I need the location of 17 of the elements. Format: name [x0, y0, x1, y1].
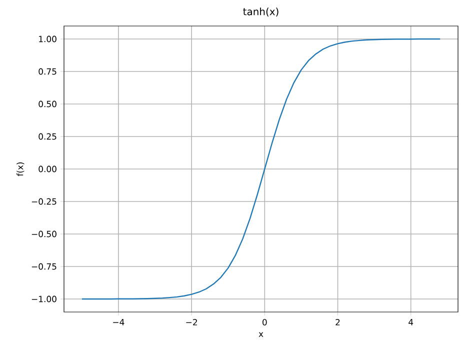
y-tick-label: −0.50: [32, 230, 56, 238]
chart-title: tanh(x): [243, 8, 278, 16]
x-tick-label: 4: [408, 319, 414, 326]
x-tick-label: −4: [113, 319, 124, 326]
y-tick-label: −1.00: [32, 296, 56, 302]
y-axis-title: f(x): [16, 162, 24, 176]
y-tick-label: 1.00: [39, 36, 56, 42]
y-tick-label: 0.50: [38, 100, 56, 108]
x-tick-label: 0: [262, 319, 267, 326]
x-tick-label: 2: [336, 319, 340, 326]
y-tick-label: 0.25: [38, 133, 56, 140]
x-axis-title: x: [258, 332, 264, 337]
x-tick-label: −2: [186, 319, 197, 326]
y-tick-label: 0.00: [38, 166, 56, 172]
y-tick-label: 0.75: [38, 68, 56, 75]
y-tick-label: −0.25: [32, 198, 56, 205]
y-tick-label: −0.75: [32, 263, 56, 270]
